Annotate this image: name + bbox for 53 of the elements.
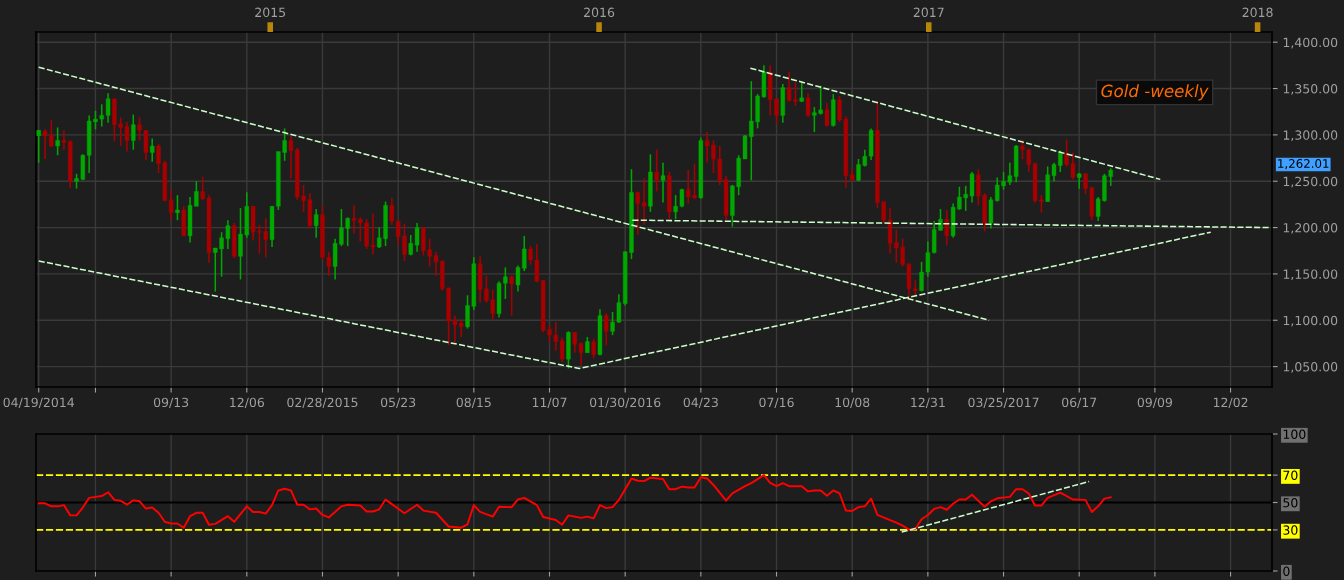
x-tick-label: 04/19/2014 xyxy=(3,397,75,409)
candlestick xyxy=(389,197,395,226)
x-tick-label: 06/17 xyxy=(1062,397,1097,409)
candlestick xyxy=(799,81,804,103)
candlestick xyxy=(313,208,319,239)
candlestick xyxy=(150,137,155,163)
candlestick xyxy=(175,194,180,221)
candlestick xyxy=(55,126,60,157)
candlestick xyxy=(654,148,659,193)
x2-tick-label: 2016 xyxy=(584,7,615,18)
x-tick-label: 12/31 xyxy=(911,397,945,409)
y-tick-label: 0 xyxy=(1283,566,1290,576)
y-tick-label: 1,350.00 xyxy=(1283,84,1338,95)
x-tick-label: 01/30/2016 xyxy=(589,397,661,409)
candlestick xyxy=(36,129,41,164)
x-tick-label: 03/25/2017 xyxy=(968,397,1039,409)
candlestick xyxy=(660,161,666,204)
candlestick xyxy=(591,338,596,360)
x2-tick-label: 2018 xyxy=(1242,7,1273,18)
x-tick-label: 12/06 xyxy=(230,397,265,409)
x-tick-label: 10/08 xyxy=(835,397,870,409)
text: Gold -weekly xyxy=(1101,84,1209,101)
x-tick-label: 09/13 xyxy=(153,397,189,409)
y-tick-label: 1,150.00 xyxy=(1283,269,1338,281)
x2-tick-label: 2015 xyxy=(255,7,286,18)
x-tick-label: 12/02 xyxy=(1213,397,1248,409)
y-tick-label: 100 xyxy=(1283,429,1306,439)
line-series xyxy=(37,474,1112,531)
candlestick xyxy=(1077,172,1082,190)
x-tick-label: 02/28/2015 xyxy=(287,397,358,409)
candlestick xyxy=(509,275,514,317)
x-tick-label: 07/16 xyxy=(759,397,794,409)
x-tick-label: 11/07 xyxy=(532,397,567,409)
y-tick-label: 50 xyxy=(1283,497,1298,508)
y-tick-label: 1,050.00 xyxy=(1283,362,1338,373)
y-tick-label: 1,100.00 xyxy=(1283,315,1338,327)
y-tick-label: 1,200.00 xyxy=(1283,223,1338,234)
candlestick xyxy=(604,312,609,347)
text: 1,262.01 xyxy=(1278,159,1329,170)
candlestick xyxy=(824,102,830,128)
y-tick-label: 30 xyxy=(1283,525,1298,535)
y-tick-label: 1,300.00 xyxy=(1283,130,1338,142)
x2-tick-label: 2017 xyxy=(913,7,944,18)
x-tick-label: 09/09 xyxy=(1137,397,1173,409)
candlestick xyxy=(131,113,136,151)
candlestick xyxy=(805,92,811,119)
y-tick-label: 70 xyxy=(1283,470,1298,481)
x-tick-label: 08/15 xyxy=(456,397,491,409)
y-tick-label: 1,400.00 xyxy=(1283,37,1338,49)
y-tick-label: 1,250.00 xyxy=(1283,176,1338,188)
x-tick-label: 05/23 xyxy=(380,397,416,409)
x-tick-label: 04/23 xyxy=(683,397,718,409)
candlestick xyxy=(944,209,949,246)
